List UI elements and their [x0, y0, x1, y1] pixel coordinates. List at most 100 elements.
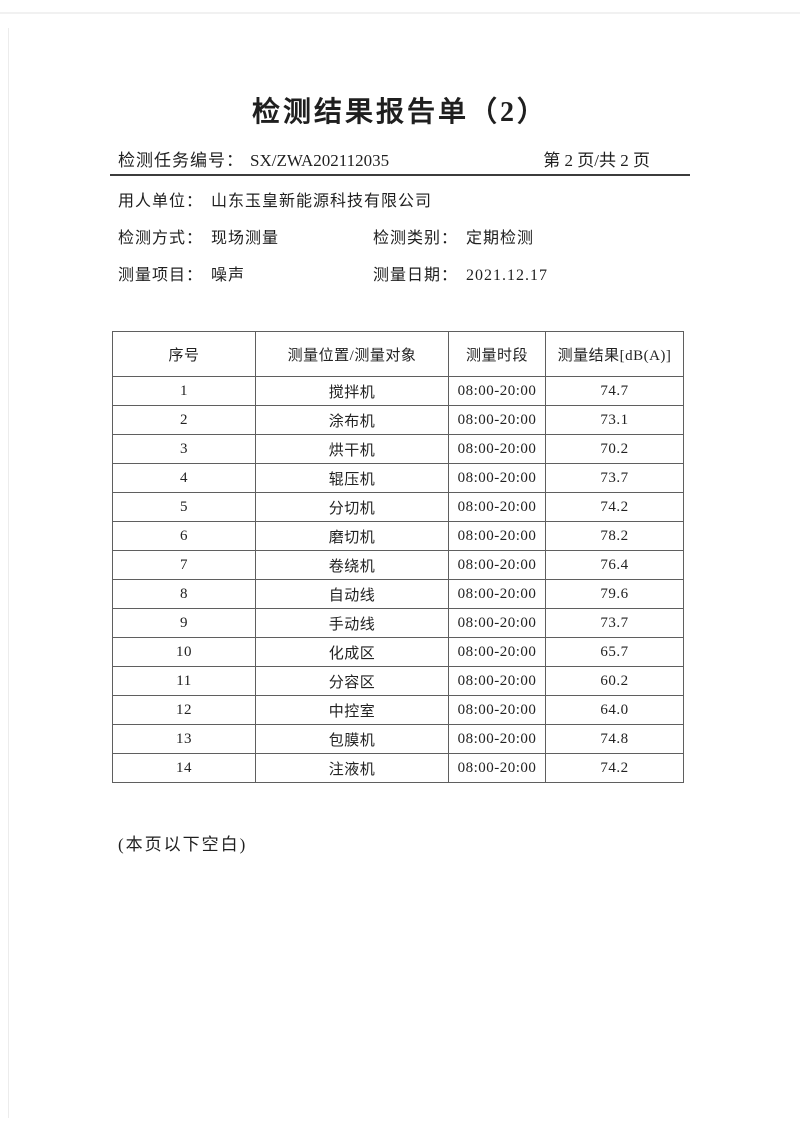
date-field: 测量日期： 2021.12.17 [373, 261, 548, 285]
table-header-row: 序号 测量位置/测量对象 测量时段 测量结果[dB(A)] [112, 331, 684, 377]
task-number-label: 检测任务编号： [118, 151, 244, 170]
category-value: 定期检测 [466, 230, 535, 247]
table-cell-period: 08:00-20:00 [448, 753, 546, 783]
table-cell-no: 8 [112, 579, 256, 609]
scan-artifact-top [0, 12, 800, 14]
task-number-value: SX/ZWA202112035 [250, 151, 390, 170]
table-cell-location: 分容区 [255, 666, 449, 696]
table-row: 9 手动线 08:00-20:00 73.7 [112, 608, 684, 638]
employer-value: 山东玉皇新能源科技有限公司 [211, 193, 433, 210]
table-cell-result: 78.2 [545, 521, 684, 551]
table-cell-period: 08:00-20:00 [448, 724, 546, 754]
table-cell-period: 08:00-20:00 [448, 405, 546, 435]
table-cell-result: 73.7 [545, 608, 684, 638]
table-row: 13 包膜机 08:00-20:00 74.8 [112, 724, 684, 754]
table-row: 12 中控室 08:00-20:00 64.0 [112, 695, 684, 725]
table-cell-period: 08:00-20:00 [448, 666, 546, 696]
method-value: 现场测量 [211, 230, 280, 247]
table-cell-result: 65.7 [545, 637, 684, 667]
table-cell-no: 9 [112, 608, 256, 638]
table-cell-result: 74.7 [545, 376, 684, 406]
table-cell-period: 08:00-20:00 [448, 579, 546, 609]
method-row: 检测方式： 现场测量 检测类别： 定期检测 [118, 224, 690, 248]
table-cell-period: 08:00-20:00 [448, 550, 546, 580]
item-field: 测量项目： 噪声 [118, 267, 245, 284]
table-cell-period: 08:00-20:00 [448, 492, 546, 522]
table-cell-result: 64.0 [545, 695, 684, 725]
table-cell-location: 手动线 [255, 608, 449, 638]
task-number-field: 检测任务编号： SX/ZWA202112035 [118, 146, 389, 171]
table-cell-location: 注液机 [255, 753, 449, 783]
header-cell-location: 测量位置/测量对象 [255, 331, 449, 377]
table-cell-result: 74.2 [545, 492, 684, 522]
method-label: 检测方式： [118, 230, 204, 247]
table-row: 1 搅拌机 08:00-20:00 74.7 [112, 376, 684, 406]
table-cell-no: 4 [112, 463, 256, 493]
table-cell-no: 1 [112, 376, 256, 406]
scan-artifact-left [8, 28, 9, 1118]
table-cell-period: 08:00-20:00 [448, 637, 546, 667]
table-row: 7 卷绕机 08:00-20:00 76.4 [112, 550, 684, 580]
meta-row: 检测任务编号： SX/ZWA202112035 第 2 页/共 2 页 [118, 146, 650, 171]
employer-label: 用人单位： [118, 193, 204, 210]
table-cell-location: 搅拌机 [255, 376, 449, 406]
date-value: 2021.12.17 [466, 267, 549, 284]
table-row: 8 自动线 08:00-20:00 79.6 [112, 579, 684, 609]
table-row: 10 化成区 08:00-20:00 65.7 [112, 637, 684, 667]
header-cell-period: 测量时段 [448, 331, 546, 377]
table-cell-period: 08:00-20:00 [448, 695, 546, 725]
table-cell-result: 76.4 [545, 550, 684, 580]
table-cell-period: 08:00-20:00 [448, 521, 546, 551]
table-cell-period: 08:00-20:00 [448, 463, 546, 493]
employer-field: 用人单位： 山东玉皇新能源科技有限公司 [118, 187, 690, 211]
table-cell-location: 涂布机 [255, 405, 449, 435]
table-cell-no: 14 [112, 753, 256, 783]
table-cell-location: 辊压机 [255, 463, 449, 493]
table-cell-location: 烘干机 [255, 434, 449, 464]
table-row: 11 分容区 08:00-20:00 60.2 [112, 666, 684, 696]
table-cell-result: 79.6 [545, 579, 684, 609]
table-cell-location: 中控室 [255, 695, 449, 725]
table-cell-location: 包膜机 [255, 724, 449, 754]
table-cell-no: 5 [112, 492, 256, 522]
table-cell-location: 化成区 [255, 637, 449, 667]
table-cell-result: 74.2 [545, 753, 684, 783]
page-indicator: 第 2 页/共 2 页 [543, 151, 650, 170]
category-label: 检测类别： [373, 230, 459, 247]
table-cell-result: 73.1 [545, 405, 684, 435]
table-cell-no: 12 [112, 695, 256, 725]
item-value: 噪声 [211, 267, 246, 284]
method-field: 检测方式： 现场测量 [118, 230, 279, 247]
table-cell-no: 11 [112, 666, 256, 696]
table-cell-period: 08:00-20:00 [448, 434, 546, 464]
results-table-body: 1 搅拌机 08:00-20:00 74.7 2 涂布机 08:00-20:00 73.1 3 烘… [112, 376, 684, 783]
table-cell-result: 60.2 [545, 666, 684, 696]
footer-note: (本页以下空白) [118, 835, 248, 854]
table-cell-result: 74.8 [545, 724, 684, 754]
table-cell-no: 3 [112, 434, 256, 464]
results-table: 序号 测量位置/测量对象 测量时段 测量结果[dB(A)] 1 搅拌机 08:00-… [112, 331, 684, 783]
table-row: 2 涂布机 08:00-20:00 73.1 [112, 405, 684, 435]
table-cell-location: 自动线 [255, 579, 449, 609]
category-field: 检测类别： 定期检测 [373, 224, 534, 248]
table-cell-no: 6 [112, 521, 256, 551]
table-cell-no: 2 [112, 405, 256, 435]
table-cell-result: 70.2 [545, 434, 684, 464]
header-divider [110, 174, 690, 176]
table-cell-no: 10 [112, 637, 256, 667]
table-cell-no: 13 [112, 724, 256, 754]
page-title: 检测结果报告单（2） [251, 97, 548, 128]
header-cell-result: 测量结果[dB(A)] [545, 331, 684, 377]
date-label: 测量日期： [373, 267, 459, 284]
table-cell-location: 磨切机 [255, 521, 449, 551]
item-label: 测量项目： [118, 267, 204, 284]
header-cell-no: 序号 [112, 331, 256, 377]
table-cell-period: 08:00-20:00 [448, 376, 546, 406]
table-row: 5 分切机 08:00-20:00 74.2 [112, 492, 684, 522]
table-cell-period: 08:00-20:00 [448, 608, 546, 638]
table-cell-result: 73.7 [545, 463, 684, 493]
table-cell-location: 卷绕机 [255, 550, 449, 580]
table-cell-location: 分切机 [255, 492, 449, 522]
item-row: 测量项目： 噪声 测量日期： 2021.12.17 [118, 261, 690, 285]
